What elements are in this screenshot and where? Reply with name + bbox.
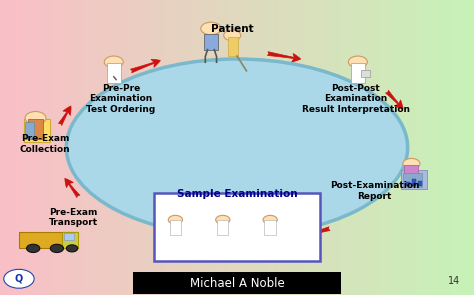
Bar [25,122,34,139]
Bar [401,170,427,189]
Bar [133,272,341,294]
Circle shape [348,56,367,68]
Text: Michael A Noble: Michael A Noble [190,277,284,290]
Bar [264,220,276,235]
FancyBboxPatch shape [154,193,320,261]
Text: Sample Examination: Sample Examination [177,189,297,199]
Bar [28,119,43,139]
Circle shape [66,245,78,252]
Circle shape [403,158,420,169]
Bar [406,182,410,186]
Circle shape [216,215,230,224]
Ellipse shape [66,59,408,236]
Bar [64,233,74,240]
Circle shape [201,22,221,35]
Circle shape [168,215,182,224]
Bar [170,220,181,235]
Circle shape [4,269,34,288]
Bar [217,220,228,235]
Bar [24,119,50,142]
Text: Pre-Exam
Transport: Pre-Exam Transport [49,208,98,227]
Bar [404,165,418,180]
Circle shape [263,215,277,224]
Bar [228,37,238,56]
Bar [412,179,416,186]
Bar [361,70,370,77]
Circle shape [25,112,46,124]
Text: Patient: Patient [211,24,254,34]
Text: Q: Q [15,274,23,284]
Bar [418,181,422,186]
Bar [351,63,365,83]
Bar [204,34,218,50]
Text: Post-Examination
Report: Post-Examination Report [330,181,419,201]
Bar [403,173,422,187]
Circle shape [224,30,241,41]
Text: 14: 14 [447,276,460,286]
Circle shape [27,244,40,253]
Bar [107,63,121,83]
Text: Post-Post
Examination
Result Interpretation: Post-Post Examination Result Interpretat… [301,84,410,114]
Circle shape [50,244,64,253]
Bar [19,232,76,248]
Text: Pre-Pre
Examination
Test Ordering: Pre-Pre Examination Test Ordering [86,84,155,114]
Text: Pre-Exam
Collection: Pre-Exam Collection [20,134,70,154]
Circle shape [104,56,123,68]
Bar [62,232,78,248]
